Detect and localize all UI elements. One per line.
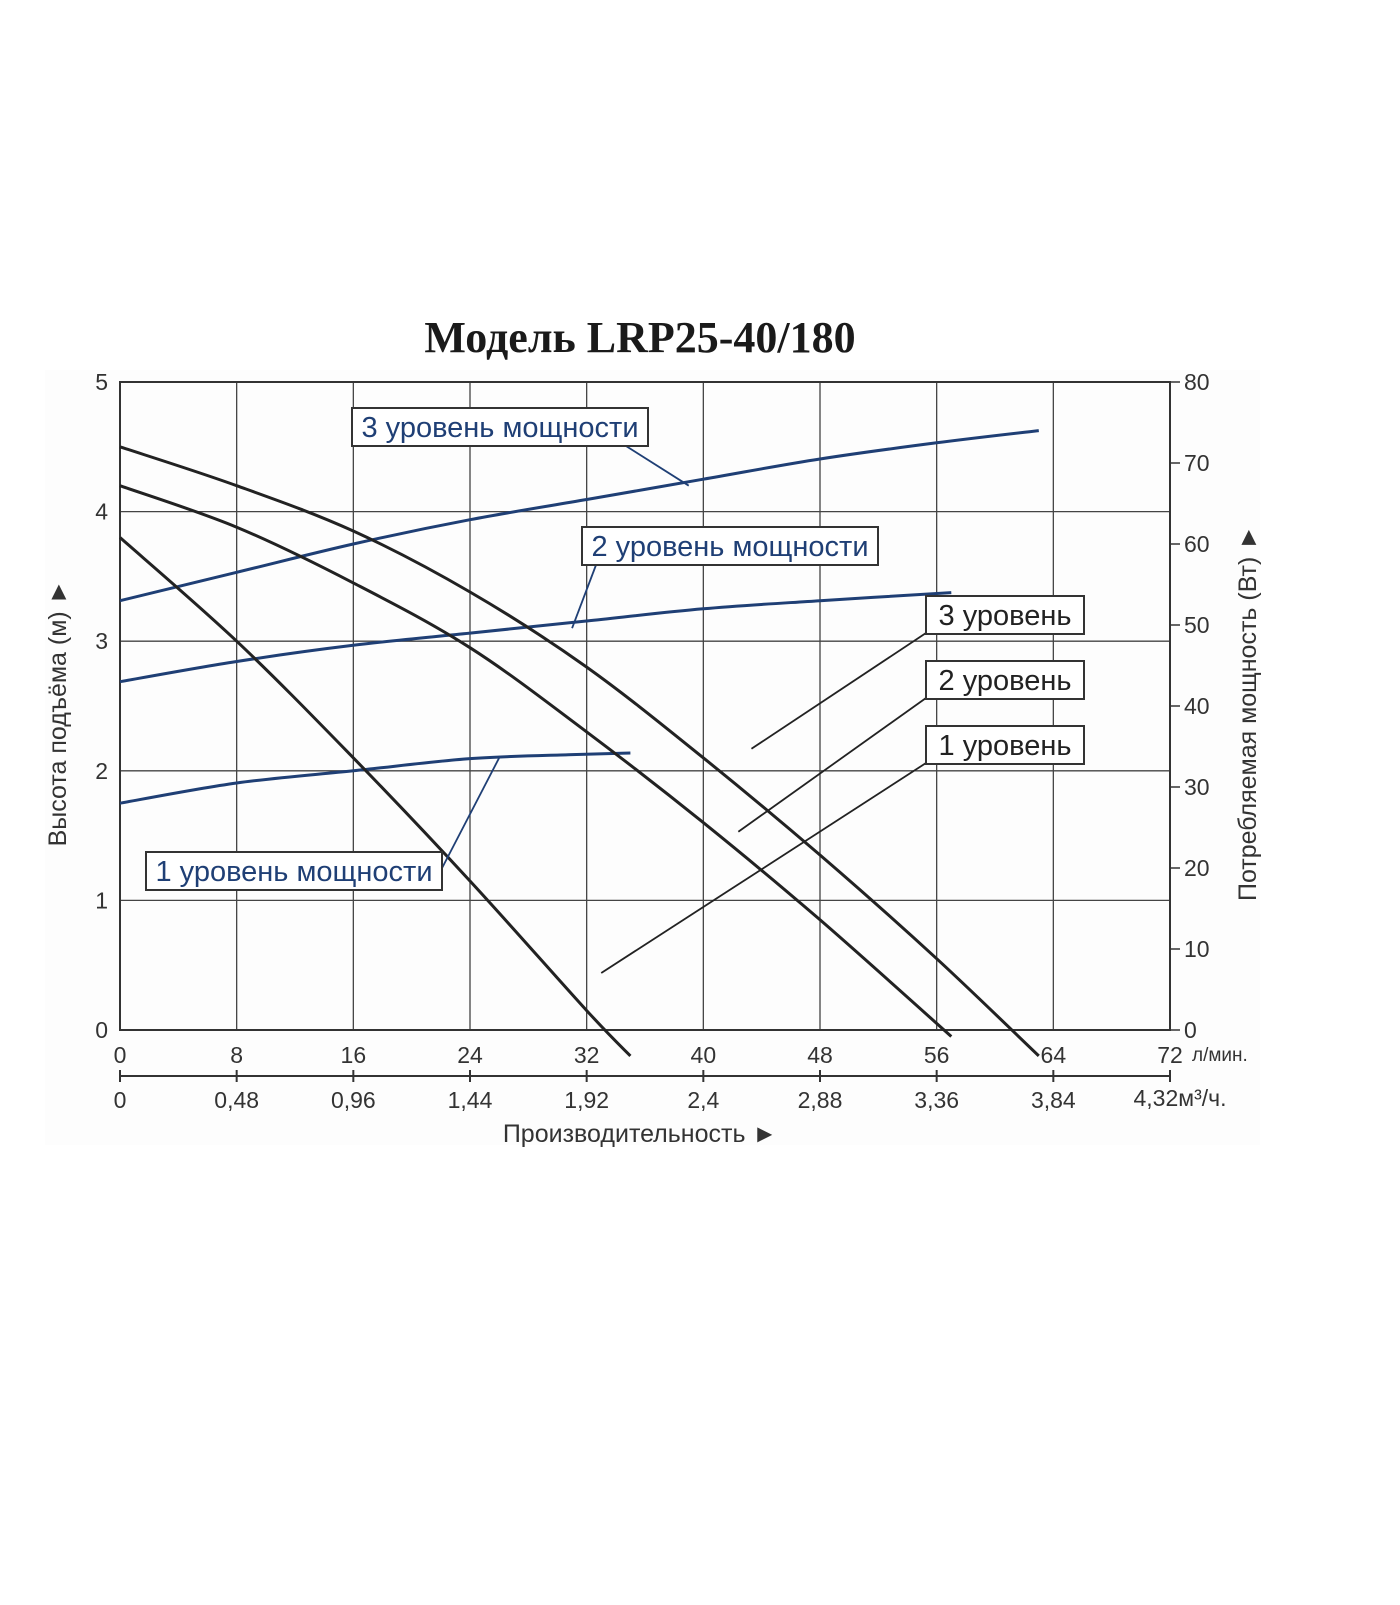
- x-tick-label: 0: [114, 1042, 127, 1068]
- curves: [119, 429, 1040, 1057]
- y-axis-title: Высота подъёма (м) ►: [44, 580, 72, 847]
- y2-tick-label: 70: [1184, 450, 1210, 476]
- callout-power-2-label: 2 уровень мощности: [591, 531, 868, 563]
- y2-axis-title: Потребляемая мощность (Вт) ►: [1234, 525, 1262, 901]
- y-tick-label: 5: [95, 369, 108, 395]
- x-secondary-tick-label: 2,4: [687, 1087, 719, 1113]
- head-curve-1: [119, 445, 1040, 1057]
- x-secondary-tick-label: 2,88: [798, 1087, 843, 1113]
- callout-head-3-label: 3 уровень: [939, 600, 1072, 632]
- x-tick-label: 48: [807, 1042, 833, 1068]
- x-secondary-tick-label: 1,44: [448, 1087, 493, 1113]
- callout-head-2-box: [925, 660, 1085, 700]
- x-axis-title: Производительность ►: [503, 1120, 777, 1148]
- power-curve-1: [119, 429, 1039, 603]
- x-secondary-tick-label: 0: [114, 1087, 127, 1113]
- x-secondary-tick-label: 3,36: [914, 1087, 959, 1113]
- y2-tick-label: 10: [1184, 936, 1210, 962]
- y2-tick-label: 40: [1184, 693, 1210, 719]
- callout-head-3-box: [925, 595, 1085, 635]
- chart-title: Модель LRP25-40/180: [424, 313, 855, 362]
- x-unit-secondary: 4,32м³/ч.: [1134, 1085, 1227, 1111]
- x-secondary-tick-label: 0,96: [331, 1087, 376, 1113]
- y2-tick-label: 80: [1184, 369, 1210, 395]
- y-tick-label: 4: [95, 499, 108, 525]
- x-tick-label: 32: [574, 1042, 600, 1068]
- callout-head-2-label: 2 уровень: [939, 665, 1072, 697]
- x-tick-label: 56: [924, 1042, 950, 1068]
- x-tick-label: 72: [1157, 1042, 1183, 1068]
- y2-tick-label: 60: [1184, 531, 1210, 557]
- y2-tick-label: 50: [1184, 612, 1210, 638]
- callout-power-1-box: [145, 851, 443, 891]
- x-secondary-tick-label: 1,92: [564, 1087, 609, 1113]
- callout-head-3-leader: [750, 632, 927, 750]
- x-tick-label: 8: [230, 1042, 243, 1068]
- x-tick-label: 24: [457, 1042, 483, 1068]
- callout-power-2-leader: [571, 564, 597, 629]
- callout-power-3-leader: [625, 445, 690, 487]
- head-curve-2: [119, 484, 953, 1038]
- y2-tick-label: 20: [1184, 855, 1210, 881]
- x-tick-label: 40: [691, 1042, 717, 1068]
- x-tick-label: 64: [1041, 1042, 1067, 1068]
- callout-head-2-leader: [737, 697, 927, 833]
- power-curve-3: [119, 751, 631, 805]
- callout-leaders: [439, 445, 927, 974]
- y-tick-label: 0: [95, 1017, 108, 1043]
- head-curve-3: [119, 536, 632, 1057]
- callout-head-1-box: [925, 725, 1085, 765]
- y2-tick-label: 0: [1184, 1017, 1197, 1043]
- callout-head-1-label: 1 уровень: [939, 730, 1072, 762]
- callout-power-3-box: [351, 407, 649, 447]
- power-curve-2: [119, 591, 952, 684]
- y-tick-label: 2: [95, 758, 108, 784]
- y-tick-label: 3: [95, 628, 108, 654]
- x-unit-primary: л/мин.: [1192, 1045, 1248, 1066]
- callout-power-2-box: [581, 526, 879, 566]
- callout-power-1-leader: [439, 757, 500, 873]
- x-tick-label: 16: [341, 1042, 367, 1068]
- y-tick-label: 1: [95, 887, 108, 913]
- callout-head-1-leader: [600, 762, 927, 974]
- callout-power-3-label: 3 уровень мощности: [361, 412, 638, 444]
- x-secondary-tick-label: 0,48: [214, 1087, 259, 1113]
- x-secondary-tick-label: 3,84: [1031, 1087, 1076, 1113]
- callout-labels: 3 уровень мощности 2 уровень мощности 1 ур…: [145, 407, 1085, 891]
- y2-tick-label: 30: [1184, 774, 1210, 800]
- callout-power-1-label: 1 уровень мощности: [155, 856, 432, 888]
